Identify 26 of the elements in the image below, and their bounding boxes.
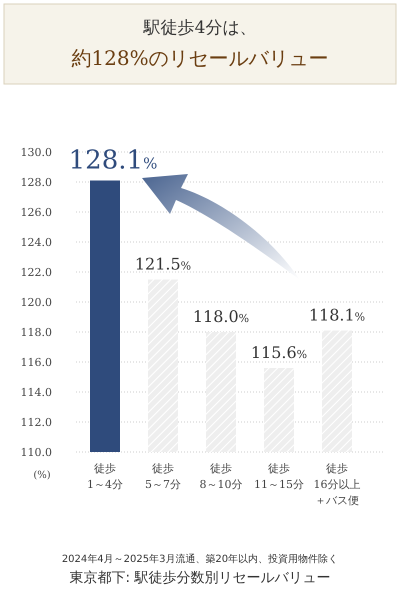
y-axis-title: (%) xyxy=(33,470,51,481)
x-tick-label: 徒歩8～10分 xyxy=(200,462,242,491)
y-tick-label: 126.0 xyxy=(20,206,52,219)
y-tick-label: 116.0 xyxy=(20,356,52,369)
chart-title: 駅徒歩4分は、 xyxy=(142,18,256,38)
y-tick-label: 124.0 xyxy=(20,236,52,249)
data-label: 115.6% xyxy=(250,343,308,362)
x-tick-label: 徒歩1～4分 xyxy=(87,462,123,491)
text: 2024年4月～2025年3月流通、築20年以内、投資用物件除く xyxy=(62,553,338,565)
y-tick-label: 128.0 xyxy=(20,176,52,189)
data-label: 121.5% xyxy=(134,254,192,274)
y-tick-label: 114.0 xyxy=(20,386,52,399)
y-tick-label: 110.0 xyxy=(20,446,52,459)
data-label: 118.0% xyxy=(192,307,250,326)
text: 東京都下: 駅徒歩分数別リセールバリュー xyxy=(69,570,331,586)
x-tick-label: 徒歩5～7分 xyxy=(145,462,181,491)
y-tick-label: 130.0 xyxy=(20,146,52,159)
y-tick-label: 122.0 xyxy=(20,266,52,279)
y-tick-label: 118.0 xyxy=(20,326,52,339)
data-label: 128.1% xyxy=(68,146,158,176)
chart-subtitle: 約128%のリセールバリュー xyxy=(71,46,329,70)
x-tick-label: 徒歩11～15分 xyxy=(254,462,304,491)
data-label: 118.1% xyxy=(308,306,366,324)
y-tick-label: 112.0 xyxy=(20,416,52,429)
x-tick-label: 徒歩16分以上＋バス便 xyxy=(314,462,360,507)
y-tick-label: 120.0 xyxy=(20,296,52,309)
